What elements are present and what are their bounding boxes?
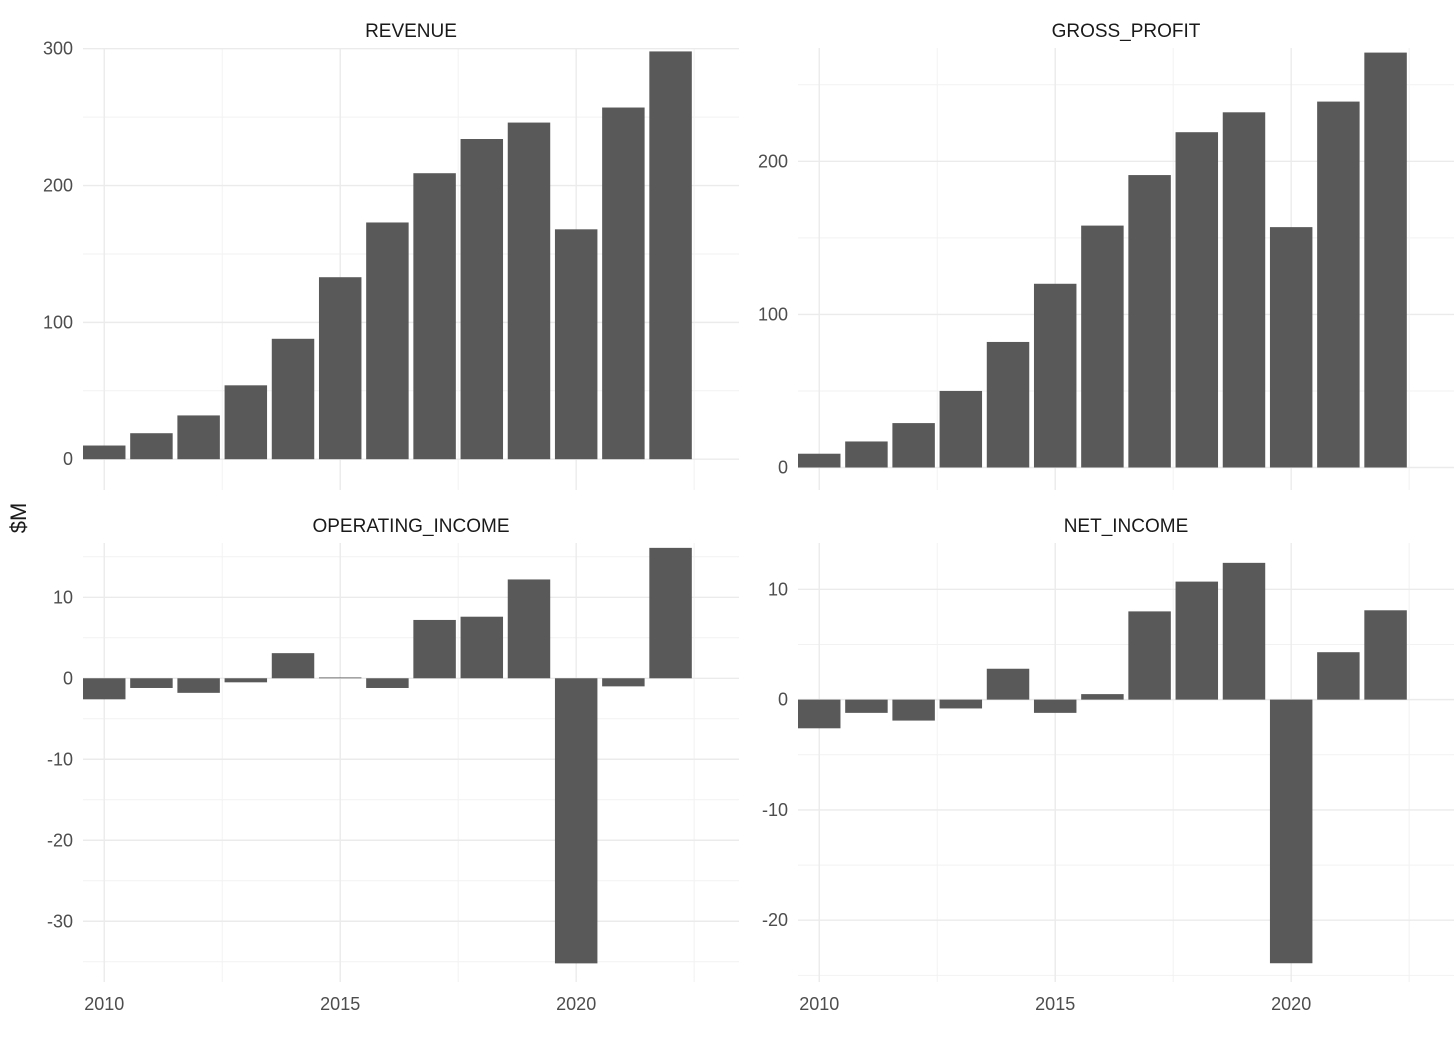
bar-2014 [986, 668, 1030, 700]
y-tick-label: 10 [768, 579, 788, 599]
x-tick-label: 2020 [1271, 994, 1311, 1014]
bar-2013 [939, 390, 983, 468]
bar-2020 [554, 229, 598, 460]
bar-2013 [224, 385, 268, 460]
bar-2016 [1081, 694, 1124, 700]
bar-2014 [271, 653, 315, 679]
y-tick-label: -10 [762, 800, 788, 820]
bar-2010 [83, 678, 126, 700]
bar-2016 [366, 222, 409, 460]
bar-2012 [177, 678, 220, 693]
bar-2018 [1175, 581, 1219, 700]
bar-2020 [1269, 227, 1313, 468]
y-tick-label: 0 [778, 457, 788, 477]
bar-2015 [318, 677, 362, 679]
bar-2018 [1175, 132, 1219, 468]
panel-net-income: NET_INCOME 10 0 -10 -20 2010 2015 2020 [762, 516, 1454, 1014]
y-tick-label: 10 [53, 587, 73, 607]
bar-2014 [986, 341, 1030, 468]
bar-2017 [413, 619, 456, 679]
bar-2015 [318, 277, 362, 460]
bar-2021 [602, 678, 645, 687]
y-axis-title: $M [6, 503, 31, 534]
bar-2021 [1317, 652, 1360, 700]
bar-2019 [507, 122, 551, 460]
y-tick-label: 300 [43, 39, 73, 59]
y-tick-label: 0 [63, 449, 73, 469]
y-tick-label: 100 [43, 312, 73, 332]
bar-2015 [1033, 699, 1077, 713]
bar-2022 [1364, 52, 1407, 468]
y-tick-label: 0 [778, 690, 788, 710]
bar-2018 [460, 139, 504, 460]
panel-title: OPERATING_INCOME [312, 516, 509, 537]
bar-2013 [939, 699, 983, 709]
x-tick-label: 2015 [320, 994, 360, 1014]
y-tick-label: -20 [762, 910, 788, 930]
y-tick-label: 0 [63, 668, 73, 688]
bar-2016 [366, 678, 409, 688]
bar-2019 [507, 579, 551, 679]
bar-2021 [1317, 101, 1360, 468]
bar-2020 [554, 678, 598, 964]
bar-2011 [130, 433, 173, 460]
bar-2012 [892, 699, 935, 721]
panel-title: NET_INCOME [1064, 516, 1189, 537]
y-tick-label: -20 [47, 830, 73, 850]
bar-2010 [798, 699, 841, 729]
y-tick-label: 200 [758, 151, 788, 171]
bar-2015 [1033, 283, 1077, 468]
bar-2011 [845, 441, 888, 468]
panel-title: GROSS_PROFIT [1052, 21, 1201, 42]
y-tick-label: -30 [47, 911, 73, 931]
bar-2019 [1222, 112, 1266, 468]
panel-operating-income: OPERATING_INCOME 10 0 -10 -20 -30 2010 2015 2020 [47, 516, 739, 1014]
bar-2022 [1364, 610, 1407, 700]
y-tick-label: 100 [758, 304, 788, 324]
bar-2022 [649, 51, 692, 460]
bar-2013 [224, 678, 268, 683]
x-tick-label: 2020 [556, 994, 596, 1014]
x-tick-label: 2010 [799, 994, 839, 1014]
bar-2017 [1128, 175, 1171, 468]
bar-2011 [130, 678, 173, 688]
bar-2012 [892, 423, 935, 468]
bar-2017 [1128, 611, 1171, 700]
bar-2010 [798, 453, 841, 468]
bar-2022 [649, 547, 692, 679]
bar-2016 [1081, 225, 1124, 468]
panel-title: REVENUE [365, 21, 457, 42]
bar-2017 [413, 173, 456, 460]
bar-2019 [1222, 562, 1266, 700]
y-tick-label: -10 [47, 749, 73, 769]
bar-2020 [1269, 699, 1313, 964]
panel-revenue: REVENUE 0 100 200 300 [43, 21, 739, 490]
bar-2012 [177, 415, 220, 460]
panel-gross-profit: GROSS_PROFIT 0 100 200 [758, 21, 1454, 490]
bar-2014 [271, 338, 315, 460]
x-tick-label: 2015 [1035, 994, 1075, 1014]
x-tick-label: 2010 [84, 994, 124, 1014]
bar-2011 [845, 699, 888, 713]
bar-2018 [460, 616, 504, 679]
bar-2010 [83, 445, 126, 460]
bar-2021 [602, 107, 645, 460]
y-tick-label: 200 [43, 176, 73, 196]
